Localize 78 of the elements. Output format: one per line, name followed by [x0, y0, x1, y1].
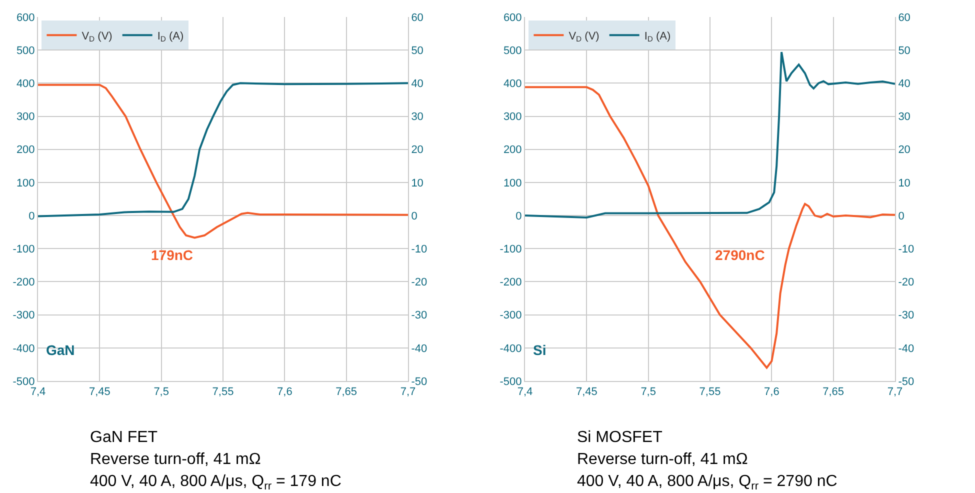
y-tick-label: 500 [16, 44, 35, 57]
legend-label: V$_{D}$ (V) [82, 30, 112, 44]
text: Reverse turn-off, 41 mΩ [90, 451, 261, 468]
y2-tick-label: 40 [411, 78, 424, 90]
y-tick-label: 100 [503, 177, 522, 190]
y2-tick-label: 60 [898, 12, 910, 24]
x-tick-label: 7,45 [88, 386, 110, 398]
x-tick-label: 7,65 [822, 386, 844, 398]
y2-tick-label: 30 [898, 111, 910, 124]
x-tick-label: 7,5 [154, 386, 169, 398]
y-tick-label: -500 [12, 376, 35, 388]
y2-tick-label: 40 [898, 78, 910, 90]
y2-tick-label: 60 [411, 12, 424, 24]
legend-label: V$_{D}$ (V) [568, 30, 600, 44]
y-tick-label: 600 [503, 12, 522, 24]
y2-tick-label: 50 [898, 44, 910, 57]
y2-tick-label: -20 [898, 276, 914, 289]
annotation: 2790nC [715, 247, 765, 263]
y2-tick-label: -40 [898, 342, 914, 355]
y2-tick-label: 50 [411, 44, 424, 57]
y-tick-label: -300 [500, 310, 522, 322]
y2-tick-label: 10 [411, 177, 424, 190]
x-tick-label: 7,55 [699, 386, 721, 398]
x-tick-label: 7,45 [576, 386, 598, 398]
y-tick-label: -400 [12, 342, 35, 355]
y2-tick-label: 20 [411, 144, 424, 156]
y-tick-label: -100 [12, 243, 35, 256]
x-tick-label: 7,55 [212, 386, 234, 398]
x-tick-label: 7,65 [336, 386, 358, 398]
x-tick-label: 7,6 [277, 386, 292, 398]
x-tick-label: 7,5 [640, 386, 656, 398]
y-tick-label: 400 [503, 78, 522, 90]
line-series [525, 51, 895, 219]
y-tick-label: 0 [28, 210, 35, 222]
y2-tick-label: -20 [411, 276, 428, 289]
y-tick-label: -500 [500, 376, 522, 388]
y2-tick-label: 10 [898, 177, 910, 190]
y-tick-label: 300 [16, 111, 35, 124]
y-tick-label: 200 [16, 144, 35, 156]
y2-tick-label: 30 [411, 111, 424, 124]
x-tick-label: 7,4 [517, 386, 533, 398]
y-tick-label: 300 [503, 111, 522, 124]
x-tick-label: 7,7 [887, 386, 903, 398]
y-tick-label: 200 [503, 144, 522, 156]
y-tick-label: 600 [16, 12, 35, 24]
y-tick-label: 0 [516, 210, 522, 222]
x-tick-label: 7,7 [400, 386, 416, 398]
annotation: 179nC [151, 247, 194, 263]
y-tick-label: 400 [16, 78, 35, 90]
y2-tick-label: -10 [898, 243, 914, 256]
text: Si MOSFET [577, 429, 663, 446]
x-tick-label: 7,4 [30, 386, 46, 398]
y-tick-label: 500 [503, 44, 522, 57]
y2-tick-label: -50 [898, 376, 914, 388]
y2-tick-label: -10 [411, 243, 428, 256]
y2-tick-label: 20 [898, 144, 910, 156]
y-tick-label: -100 [500, 243, 522, 256]
y2-tick-label: 0 [898, 210, 904, 222]
text: 400 V, 40 A, 800 A/μs, Q$_{rr}$ = 179 nC [90, 473, 342, 492]
y-tick-label: -200 [12, 276, 35, 289]
y2-tick-label: 0 [411, 210, 418, 222]
y-tick-label: -400 [500, 342, 522, 355]
legend-label: I$_{D}$ (A) [644, 30, 671, 44]
y-tick-label: -200 [500, 276, 522, 289]
text: Reverse turn-off, 41 mΩ [577, 451, 748, 468]
line-series [525, 86, 895, 369]
text: 400 V, 40 A, 800 A/μs, Q$_{rr}$ = 2790 nC [577, 473, 838, 492]
legend-label: I$_{D}$ (A) [157, 30, 184, 44]
y2-tick-label: -50 [411, 376, 428, 388]
y-tick-label: 100 [16, 177, 35, 190]
text: GaN FET [90, 429, 158, 446]
y2-tick-label: -30 [898, 310, 914, 322]
y2-tick-label: -30 [411, 310, 428, 322]
y-tick-label: -300 [12, 310, 35, 322]
y2-tick-label: -40 [411, 342, 428, 355]
annotation: GaN [46, 342, 75, 358]
x-tick-label: 7,6 [764, 386, 780, 398]
annotation: Si [533, 342, 546, 358]
